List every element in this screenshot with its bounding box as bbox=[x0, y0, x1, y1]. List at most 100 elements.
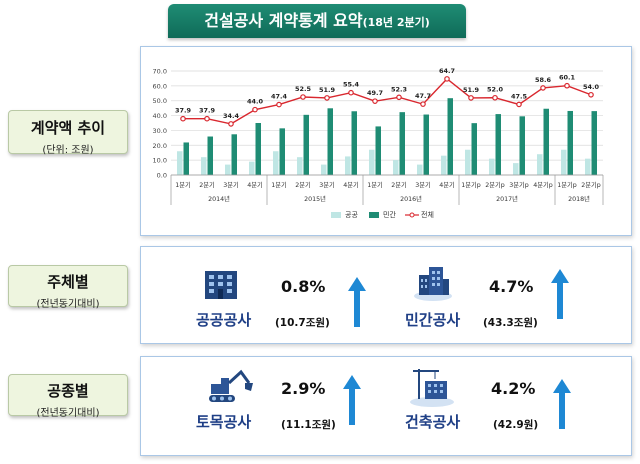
bar-private bbox=[375, 126, 381, 175]
x-tick-label: 1분기 bbox=[175, 180, 191, 189]
total-point bbox=[516, 101, 522, 108]
data-label: 54.0 bbox=[583, 83, 600, 91]
data-label: 37.9 bbox=[199, 107, 216, 115]
bar-public bbox=[225, 164, 231, 175]
total-point bbox=[396, 94, 402, 101]
bar-public bbox=[513, 163, 519, 175]
entity-panel: 공공공사 0.8% (10.7조원) 민간공사 4.7% (43.3조원) bbox=[140, 246, 632, 344]
total-point bbox=[492, 94, 498, 101]
bar-private bbox=[183, 142, 189, 175]
bar-private bbox=[399, 112, 405, 175]
x-tick-label: 2분기 bbox=[199, 180, 215, 189]
data-label: 52.3 bbox=[391, 85, 407, 93]
chart-panel: 0.0 10.0 20.0 30.0 40.0 50.0 60.0 70.0 1분기 2분기 3분기… bbox=[140, 46, 632, 236]
total-point bbox=[300, 94, 306, 100]
y-tick-label: 10.0 bbox=[153, 157, 167, 165]
bar-private bbox=[423, 114, 429, 175]
total-point bbox=[588, 91, 594, 98]
x-group-label: 2017년 bbox=[496, 194, 518, 203]
entity-label: 주체별 bbox=[47, 273, 89, 291]
x-tick-label: 4분기 bbox=[439, 180, 455, 189]
bar-public bbox=[537, 154, 543, 175]
x-tick-label: 2분기p bbox=[581, 180, 601, 189]
crane-building-icon bbox=[410, 369, 454, 407]
private-works-label: 민간공사 bbox=[405, 311, 461, 329]
bar-private bbox=[471, 123, 477, 175]
data-label: 49.7 bbox=[367, 89, 383, 97]
legend-label: 공공 bbox=[345, 211, 358, 219]
x-tick-label: 2분기 bbox=[295, 180, 311, 189]
total-point bbox=[324, 95, 330, 101]
civil-works-amount: (11.1조원) bbox=[281, 419, 336, 431]
building-up-arrow-icon bbox=[553, 379, 571, 429]
bar-private bbox=[327, 108, 333, 175]
trend-label: 계약액 추이 bbox=[30, 119, 106, 137]
bar-private bbox=[231, 134, 237, 175]
data-label: 37.9 bbox=[175, 107, 192, 115]
legend-label: 민간 bbox=[383, 210, 396, 219]
data-label: 34.4 bbox=[223, 112, 240, 120]
x-tick-label: 1분기 bbox=[367, 180, 383, 189]
excavator-icon bbox=[209, 369, 253, 402]
x-tick-label: 2분기p bbox=[485, 180, 505, 189]
data-label: 52.0 bbox=[487, 86, 504, 94]
trend-unit: (단위: 조원) bbox=[42, 145, 94, 156]
bar-private bbox=[567, 110, 573, 175]
data-label: 51.9 bbox=[463, 86, 480, 94]
type-label: 공종별 bbox=[47, 382, 89, 400]
bar-private bbox=[255, 123, 261, 175]
total-point bbox=[468, 95, 474, 101]
total-point bbox=[420, 101, 426, 107]
bar-private bbox=[279, 128, 285, 175]
data-label: 60.1 bbox=[559, 74, 576, 82]
entity-sub: (전년동기대비) bbox=[36, 299, 100, 310]
total-point bbox=[540, 85, 546, 91]
bar-public bbox=[585, 158, 591, 175]
data-label: 44.0 bbox=[247, 98, 264, 106]
bar-public bbox=[201, 157, 207, 175]
legend-marker bbox=[409, 212, 415, 218]
bar-public bbox=[273, 151, 279, 175]
public-up-arrow-icon bbox=[348, 277, 366, 327]
contract-trend-chart: 0.0 10.0 20.0 30.0 40.0 50.0 60.0 70.0 1분기 2분기 3분기… bbox=[153, 67, 604, 219]
y-tick-label: 60.0 bbox=[153, 82, 167, 90]
total-point bbox=[204, 115, 210, 122]
x-tick-label: 1분기p bbox=[461, 180, 481, 189]
bar-public bbox=[369, 149, 375, 175]
y-tick-label: 0.0 bbox=[157, 172, 167, 180]
private-up-arrow-icon bbox=[551, 269, 569, 319]
data-label: 58.6 bbox=[535, 76, 552, 84]
public-works-pct: 0.8% bbox=[281, 277, 326, 296]
private-building-icon bbox=[414, 267, 452, 301]
bar-public bbox=[441, 155, 447, 175]
total-point bbox=[180, 115, 186, 122]
y-tick-label: 50.0 bbox=[153, 97, 167, 105]
data-label: 47.4 bbox=[271, 93, 288, 101]
private-works-pct: 4.7% bbox=[489, 277, 534, 296]
bar-private bbox=[207, 136, 213, 175]
x-tick-label: 4분기 bbox=[247, 180, 263, 189]
y-tick-label: 20.0 bbox=[153, 142, 167, 150]
x-tick-label: 3분기 bbox=[415, 180, 431, 189]
total-point bbox=[372, 98, 378, 104]
bar-private bbox=[303, 114, 309, 175]
building-works-pct: 4.2% bbox=[491, 379, 536, 398]
bar-public bbox=[393, 160, 399, 175]
y-tick-label: 30.0 bbox=[153, 127, 167, 135]
data-label: 55.4 bbox=[343, 81, 360, 89]
data-label: 51.9 bbox=[319, 86, 336, 94]
x-group-label: 2018년 bbox=[568, 194, 590, 203]
total-line bbox=[183, 77, 592, 125]
x-tick-label: 4분기 bbox=[343, 180, 359, 189]
civil-works-pct: 2.9% bbox=[281, 379, 326, 398]
work-type-panel: 토목공사 2.9% (11.1조원) 건축공사 4.2% (42.9원) bbox=[140, 356, 632, 456]
y-tick-label: 40.0 bbox=[153, 112, 167, 120]
bar-public bbox=[321, 164, 327, 175]
public-building-icon bbox=[205, 271, 237, 299]
x-group-label: 2015년 bbox=[304, 194, 326, 203]
data-label: 47.7 bbox=[415, 92, 431, 100]
bar-private bbox=[351, 111, 357, 175]
type-label-box: 공종별 (전년동기대비) bbox=[8, 374, 128, 419]
type-sub: (전년동기대비) bbox=[36, 408, 100, 419]
public-works-label: 공공공사 bbox=[196, 311, 252, 329]
